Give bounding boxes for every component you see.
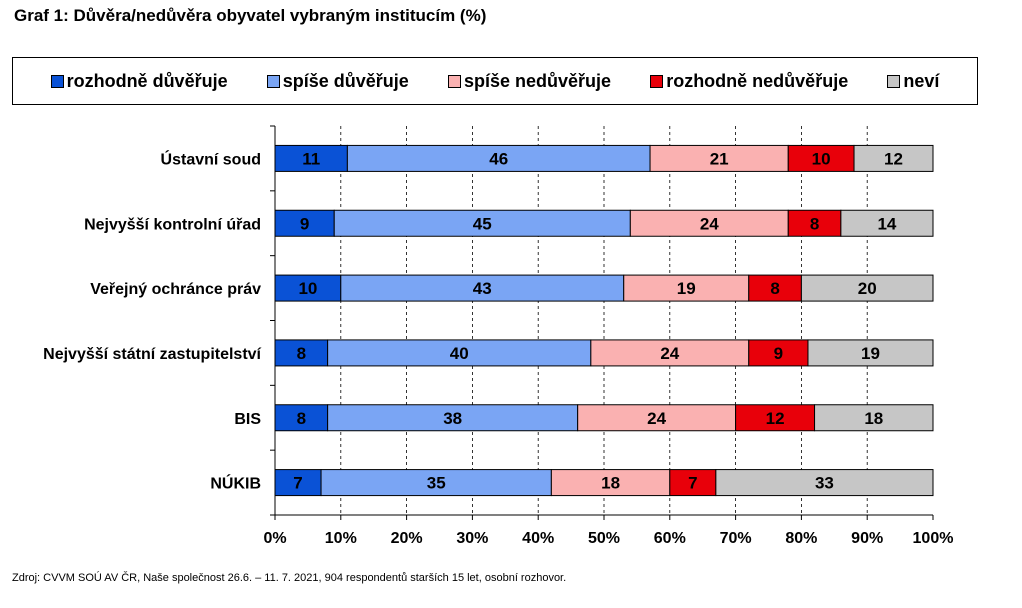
legend-label-4: neví	[903, 70, 940, 91]
legend-swatch-1	[266, 74, 280, 88]
data-label-4-4: 18	[864, 409, 883, 428]
data-label-1-4: 14	[877, 214, 896, 233]
legend-item-1: spíše důvěřuje	[266, 70, 409, 92]
data-label-3-1: 40	[450, 344, 469, 363]
data-label-3-2: 24	[660, 344, 679, 363]
bar-3-0	[274, 339, 329, 367]
chart-legend: rozhodně důvěřuje spíše důvěřuje spíše ned…	[12, 57, 978, 105]
data-label-2-2: 19	[677, 279, 696, 298]
legend-swatch-0	[50, 74, 64, 88]
bar-0-2	[649, 144, 789, 172]
chart-plot: 0% 10% 20% 30% 40% 50% 60% 70% 80% 90% 100% Ústavní…	[43, 125, 954, 547]
bar-4-1	[327, 404, 579, 432]
data-label-1-2: 24	[700, 214, 719, 233]
chart-title: Graf 1: Důvěra/nedůvěra obyvatel vybraný…	[14, 6, 487, 25]
data-label-5-3: 7	[688, 474, 697, 493]
legend-swatch-4	[887, 74, 901, 88]
x-tick-label-6: 60%	[654, 530, 686, 547]
legend-label-2: spíše nedůvěřuje	[463, 70, 612, 91]
category-label-0: Ústavní soud	[161, 149, 261, 168]
bar-5-4	[715, 469, 934, 497]
x-tick-label-9: 90%	[851, 530, 883, 547]
x-tick-label-1: 10%	[325, 530, 357, 547]
bar-4-2	[577, 404, 737, 432]
bar-3-3	[748, 339, 809, 367]
category-label-3: Nejvyšší státní zastupitelství	[43, 346, 261, 363]
legend-swatch-3	[650, 74, 664, 88]
bar-1-0	[274, 209, 335, 237]
legend-item-0: rozhodně důvěřuje	[50, 70, 228, 92]
data-label-4-3: 12	[766, 409, 785, 428]
legend-label-3: rozhodně nedůvěřuje	[666, 70, 849, 91]
bar-0-0	[274, 144, 348, 172]
data-label-5-0: 7	[293, 474, 302, 493]
x-tick-label-5: 50%	[588, 530, 620, 547]
data-label-1-3: 8	[810, 214, 819, 233]
data-label-3-0: 8	[297, 344, 306, 363]
data-label-2-4: 20	[858, 279, 877, 298]
data-label-3-3: 9	[774, 344, 783, 363]
data-label-4-1: 38	[443, 409, 462, 428]
data-label-2-3: 8	[770, 279, 779, 298]
data-label-4-2: 24	[647, 409, 666, 428]
x-tick-label-3: 30%	[456, 530, 488, 547]
bar-1-2	[629, 209, 789, 237]
category-label-5: NÚKIB	[210, 474, 261, 493]
bar-0-3	[787, 144, 855, 172]
bar-2-2	[623, 274, 750, 302]
bar-1-4	[840, 209, 934, 237]
data-label-0-1: 46	[489, 149, 508, 168]
x-tick-label-10: 100%	[913, 530, 954, 547]
bar-4-0	[274, 404, 329, 432]
data-label-0-2: 21	[710, 149, 729, 168]
data-label-0-3: 10	[812, 149, 831, 168]
bar-0-4	[853, 144, 934, 172]
data-label-0-4: 12	[884, 149, 903, 168]
legend-swatch-2	[447, 74, 461, 88]
bar-2-1	[340, 274, 625, 302]
bar-0-1	[346, 144, 651, 172]
data-label-5-4: 33	[815, 474, 834, 493]
data-label-2-1: 43	[473, 279, 492, 298]
x-tick-label-8: 80%	[785, 530, 817, 547]
bar-3-1	[327, 339, 592, 367]
data-label-3-4: 19	[861, 344, 880, 363]
source-note: Zdroj: CVVM SOÚ AV ČR, Naše společnost 2…	[12, 572, 567, 584]
bar-2-3	[748, 274, 802, 302]
data-label-0-0: 11	[302, 149, 320, 168]
category-label-1: Nejvyšší kontrolní úřad	[84, 216, 261, 233]
data-label-1-1: 45	[473, 214, 492, 233]
data-label-5-2: 18	[601, 474, 620, 493]
legend-label-1: spíše důvěřuje	[282, 70, 409, 91]
bar-5-3	[669, 469, 717, 497]
x-tick-label-2: 20%	[391, 530, 423, 547]
legend-item-3: rozhodně nedůvěřuje	[650, 71, 848, 92]
data-label-4-0: 8	[297, 409, 306, 428]
x-tick-label-7: 70%	[720, 530, 752, 547]
legend-item-4: neví	[887, 71, 939, 92]
bar-3-4	[807, 339, 934, 367]
data-label-5-1: 35	[427, 474, 446, 493]
category-label-2: Veřejný ochránce práv	[90, 281, 261, 298]
bar-1-1	[333, 209, 631, 237]
x-tick-label-4: 40%	[522, 530, 554, 547]
bar-2-0	[274, 274, 342, 302]
data-label-1-0: 9	[300, 214, 309, 233]
legend-item-2: spíše nedůvěřuje	[447, 70, 612, 92]
category-label-4: BIS	[234, 411, 261, 428]
bar-4-4	[814, 404, 934, 432]
data-label-2-0: 10	[298, 279, 317, 298]
legend-label-0: rozhodně důvěřuje	[66, 70, 228, 91]
x-tick-label-0: 0%	[263, 530, 286, 547]
bar-2-4	[800, 274, 934, 302]
bar-5-2	[550, 469, 671, 497]
